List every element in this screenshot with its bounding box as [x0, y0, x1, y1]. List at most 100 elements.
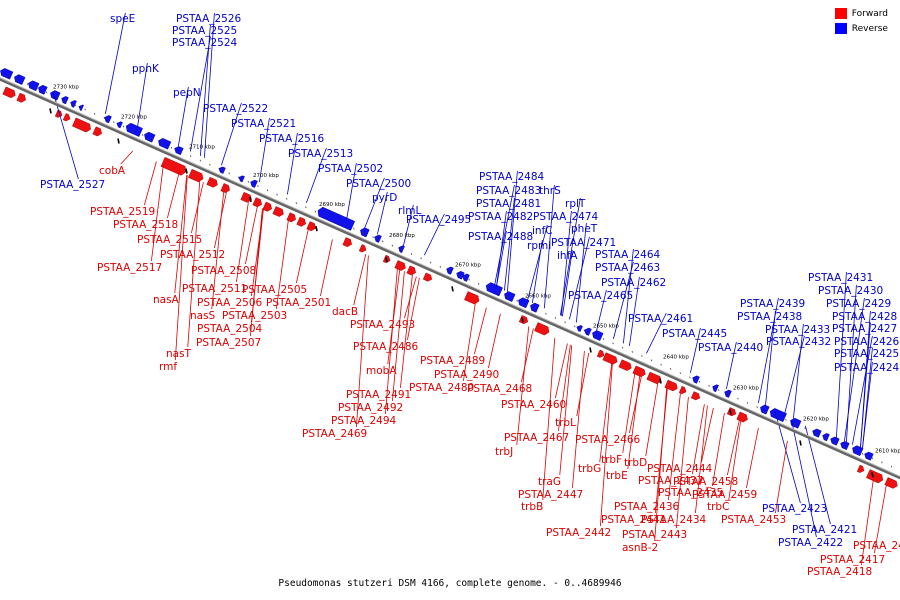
- reverse-label-leader: [496, 230, 507, 288]
- forward-gene: [518, 315, 529, 325]
- reverse-label-leader: [504, 197, 515, 291]
- forward-gene-label: PSTAA_2491: [346, 389, 411, 401]
- forward-gene-label: PSTAA_2493: [350, 319, 415, 331]
- minor-tick: [622, 346, 624, 349]
- forward-gene: [358, 244, 367, 253]
- forward-label-leader: [874, 484, 887, 554]
- forward-gene-label: PSTAA_2442: [546, 527, 611, 539]
- forward-gene-label: rmf: [159, 361, 177, 373]
- minor-tick: [458, 274, 461, 277]
- forward-label-leader: [151, 164, 164, 262]
- tick-label: 2650 kbp: [593, 324, 619, 330]
- reverse-label-leader: [526, 224, 548, 301]
- forward-gene: [602, 352, 618, 365]
- forward-gene: [690, 391, 701, 401]
- minor-tick: [478, 282, 480, 285]
- reverse-gene: [724, 389, 732, 398]
- forward-label-leader: [654, 387, 668, 542]
- forward-gene: [866, 469, 884, 484]
- minor-tick: [65, 100, 67, 102]
- minor-tick: [804, 427, 806, 430]
- forward-label-leader: [174, 175, 188, 361]
- reverse-gene: [360, 227, 370, 238]
- reverse-gene-label: PSTAA_2425: [834, 348, 899, 360]
- forward-gene: [736, 411, 748, 423]
- reverse-gene-label: PSTAA_2471: [551, 237, 616, 249]
- minor-tick: [785, 418, 787, 421]
- reverse-gene: [125, 122, 143, 137]
- minor-tick: [660, 363, 662, 366]
- forward-gene-label: PSTAA_2486: [353, 341, 419, 353]
- forward-label-leader: [187, 180, 201, 348]
- forward-gene: [206, 176, 218, 188]
- reverse-label-leader: [531, 239, 543, 304]
- minor-tick: [842, 444, 845, 447]
- reverse-gene-label: PSTAA_2526: [176, 13, 242, 25]
- forward-label-leader: [555, 343, 568, 399]
- forward-label-leader: [120, 150, 134, 165]
- major-tick: [185, 168, 188, 174]
- minor-tick: [382, 240, 384, 243]
- minor-tick: [756, 406, 758, 409]
- minor-tick: [266, 189, 269, 192]
- forward-gene-label: PSTAA_2460: [501, 399, 566, 411]
- forward-gene-label: PSTAA_2443: [622, 529, 687, 541]
- major-tick: [385, 257, 388, 263]
- major-tick: [117, 138, 120, 144]
- minor-tick: [324, 214, 326, 217]
- reverse-label-leader: [793, 323, 804, 419]
- forward-gene-label: PSTAA_2517: [97, 262, 162, 274]
- minor-tick: [487, 287, 489, 289]
- reverse-gene-label: PSTAA_2429: [826, 298, 891, 310]
- minor-tick: [142, 134, 144, 136]
- reverse-label-leader: [177, 86, 189, 147]
- reverse-gene-label: PSTAA_2500: [346, 178, 411, 190]
- forward-label-leader: [474, 307, 487, 355]
- forward-gene-label: PSTAA_2504: [197, 323, 263, 335]
- forward-gene-label: PSTAA_2494: [331, 415, 397, 427]
- forward-label-leader: [629, 376, 642, 434]
- reverse-gene-label: PSTAA_2502: [318, 163, 383, 175]
- legend-forward-label: Forward: [851, 8, 888, 19]
- reverse-gene-label: PSTAA_2527: [40, 179, 105, 191]
- reverse-label-leader: [575, 222, 587, 323]
- major-tick: [871, 472, 874, 478]
- minor-tick: [84, 108, 86, 111]
- minor-tick: [420, 257, 422, 260]
- forward-gene: [342, 237, 352, 248]
- forward-label-leader: [599, 363, 613, 463]
- minor-tick: [746, 401, 749, 404]
- genome-caption: Pseudomonas stutzeri DSM 4166, complete …: [278, 578, 622, 589]
- reverse-gene-label: ihfA: [557, 250, 578, 262]
- forward-label-leader: [727, 419, 740, 476]
- forward-gene: [856, 464, 865, 473]
- reverse-gene-label: PSTAA_2522: [203, 103, 268, 115]
- reverse-label-leader: [306, 147, 327, 204]
- minor-tick: [17, 78, 19, 81]
- forward-label-leader: [296, 228, 309, 284]
- tick-label: 2710 kbp: [189, 145, 215, 151]
- tick-label: 2720 kbp: [121, 114, 147, 120]
- reverse-gene-label: PSTAA_2431: [808, 272, 873, 284]
- forward-gene-label: PSTAA_2501: [266, 297, 331, 309]
- forward-gene: [596, 349, 605, 358]
- reverse-label-leader: [287, 132, 298, 195]
- reverse-gene-label: PSTAA_2521: [231, 118, 296, 130]
- forward-gene-label: trbL: [555, 417, 576, 429]
- reverse-label-leader: [561, 210, 572, 316]
- forward-label-leader: [214, 192, 227, 249]
- forward-gene: [406, 265, 416, 276]
- major-tick: [451, 286, 454, 292]
- forward-label-leader: [174, 174, 188, 294]
- forward-gene-label: PSTAA_2453: [721, 514, 786, 526]
- reverse-gene-label: speE: [110, 13, 135, 25]
- reverse-gene-label: PSTAA_2481: [476, 198, 541, 210]
- reverse-label-leader: [376, 191, 388, 235]
- minor-tick: [468, 278, 470, 281]
- reverse-gene-label: PSTAA_2488: [468, 231, 533, 243]
- legend: Forward Reverse: [834, 8, 888, 38]
- reverse-gene-label: PSTAA_2465: [568, 290, 633, 302]
- reverse-gene: [158, 138, 172, 150]
- reverse-gene: [576, 325, 583, 332]
